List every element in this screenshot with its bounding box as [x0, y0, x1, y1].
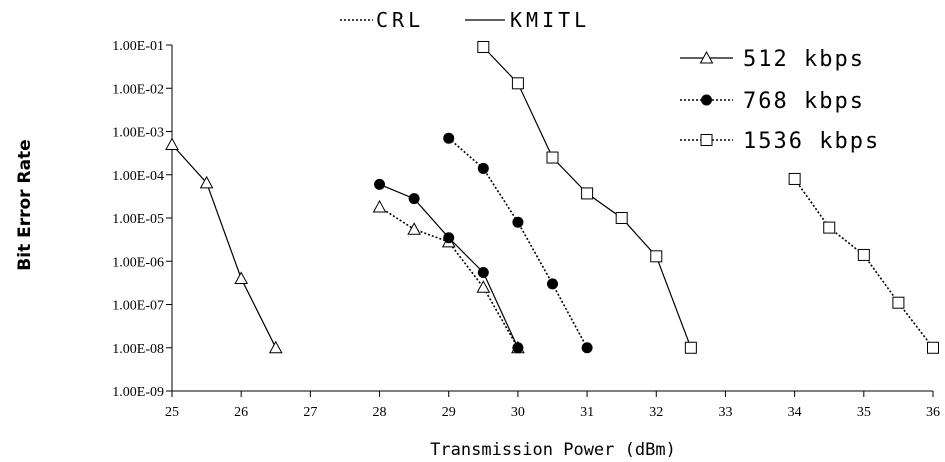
y-tick-label: 1.00E-07 [112, 299, 164, 314]
data-point [477, 162, 489, 174]
data-point [546, 151, 559, 164]
x-tick-label: 31 [580, 405, 594, 420]
legend-label-dashed: CRL [376, 8, 424, 32]
line-style-legend: CRL KMITL [340, 8, 590, 32]
data-point [477, 40, 490, 53]
data-point [547, 278, 558, 290]
y-axis-title: Bit Error Rate [15, 139, 35, 270]
x-tick-label: 34 [788, 405, 802, 420]
x-tick-label: 35 [857, 405, 871, 420]
data-point [443, 232, 455, 244]
data-point [199, 175, 214, 189]
data-point [268, 340, 283, 354]
tick-labels: 1.00E-01 1.00E-02 1.00E-03 1.00E-04 1.00E-05… [112, 39, 940, 420]
data-point [476, 280, 491, 293]
x-tick-label: 27 [303, 405, 317, 420]
data-point [443, 132, 455, 144]
data-point [684, 341, 697, 354]
x-tick-label: 29 [442, 405, 456, 420]
x-tick-label: 25 [165, 405, 179, 420]
data-point [374, 178, 386, 190]
legend-label: 768 kbps [743, 89, 865, 114]
y-tick-label: 1.00E-01 [112, 39, 164, 54]
axes [166, 44, 934, 397]
data-point [234, 271, 249, 284]
data-point [788, 172, 801, 185]
series-markers [165, 40, 939, 354]
data-point [892, 296, 905, 309]
legend-label: 512 kbps [743, 47, 865, 72]
data-point [407, 222, 421, 235]
y-tick-label: 1.00E-02 [112, 82, 164, 97]
y-tick-label: 1.00E-08 [112, 342, 164, 357]
data-point [650, 250, 663, 263]
x-tick-label: 36 [926, 405, 940, 420]
data-point [477, 266, 489, 278]
legend-marker [701, 94, 712, 106]
legend-label-solid: KMITL [510, 8, 590, 32]
data-point [581, 187, 594, 200]
data-point [165, 137, 179, 151]
legend-marker [700, 134, 713, 146]
x-tick-label: 26 [234, 405, 248, 420]
x-tick-label: 30 [511, 405, 525, 420]
x-tick-label: 28 [373, 405, 387, 420]
data-point [511, 77, 524, 90]
series-line [379, 206, 519, 349]
x-axis-title: Transmission Power (dBm) [430, 440, 676, 460]
data-point [615, 212, 628, 224]
data-point [823, 221, 836, 234]
legend-label: 1536 kbps [743, 129, 880, 154]
data-point [581, 342, 593, 354]
y-tick-label: 1.00E-03 [112, 126, 164, 141]
series-line [379, 183, 519, 349]
data-point [857, 248, 870, 261]
data-point [512, 342, 524, 354]
data-point [927, 341, 939, 354]
y-tick-label: 1.00E-04 [112, 169, 164, 184]
x-tick-label: 33 [718, 405, 732, 420]
legend-marker [699, 50, 714, 64]
series-line [171, 144, 277, 349]
y-tick-label: 1.00E-05 [112, 212, 164, 227]
data-point [408, 193, 420, 205]
series-line [793, 178, 934, 349]
y-tick-label: 1.00E-06 [112, 255, 164, 270]
x-tick-label: 32 [649, 405, 663, 420]
series-line [448, 137, 588, 349]
data-point [372, 199, 387, 213]
data-point [512, 216, 524, 228]
legend: 512 kbps 768 kbps 1536 kbps [680, 47, 880, 154]
y-tick-label: 1.00E-09 [112, 385, 164, 400]
